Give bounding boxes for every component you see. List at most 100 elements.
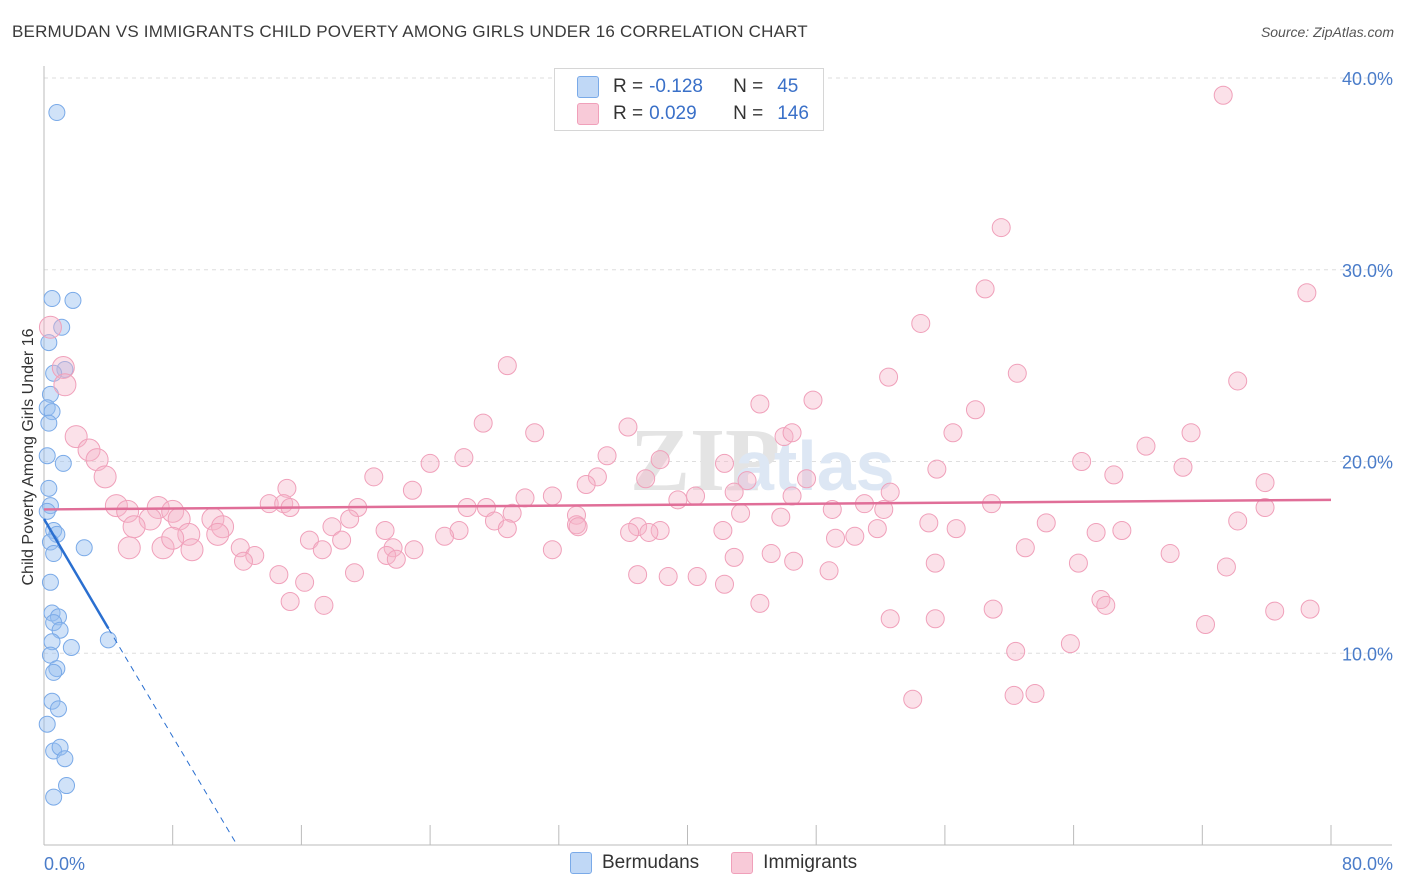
legend-item-bermudans[interactable]: Bermudans [570, 852, 699, 874]
r-value: 0.029 [649, 103, 697, 124]
data-point [1060, 634, 1080, 654]
data-point [364, 467, 384, 487]
data-point [435, 526, 455, 546]
data-point [51, 621, 69, 639]
data-point [64, 291, 82, 309]
n-label: N = [733, 76, 764, 97]
data-point [48, 104, 66, 122]
watermark-atlas: atlas [735, 427, 895, 505]
data-point [1096, 595, 1116, 615]
immigrants-trend-line [43, 498, 1332, 511]
legend-label: Bermudans [602, 852, 700, 873]
data-point [782, 486, 802, 506]
n-value: 45 [777, 76, 799, 97]
data-point [299, 530, 319, 550]
data-point [991, 218, 1011, 238]
data-point [38, 447, 56, 465]
data-point [724, 547, 744, 567]
data-point [750, 593, 770, 613]
y-axis-label: Child Poverty Among Girls Under 16 [20, 328, 37, 585]
trend-lines [42, 498, 1332, 846]
legend-label: Immigrants [763, 852, 858, 873]
data-point [542, 540, 562, 560]
data-point [40, 334, 58, 352]
data-point [473, 413, 493, 433]
data-point [454, 448, 474, 468]
data-point [1015, 538, 1035, 558]
data-point [542, 486, 562, 506]
data-point [54, 454, 72, 472]
data-point [782, 423, 802, 443]
data-point [761, 544, 781, 564]
data-point [314, 595, 334, 615]
series-legend: Bermudans Immigrants [570, 852, 889, 874]
x-tick-label: 0.0% [44, 854, 85, 874]
data-point [1036, 513, 1056, 533]
data-point [620, 522, 640, 542]
data-point [919, 513, 939, 533]
data-point [1136, 436, 1156, 456]
data-point [51, 356, 75, 380]
data-point [62, 638, 80, 656]
data-point [85, 448, 109, 472]
y-tick-label: 40.0% [1342, 69, 1393, 89]
data-point [1255, 473, 1275, 493]
stats-legend: R = -0.128 N = 45 R = 0.029 N = 146 [554, 68, 824, 131]
tick-labels: 10.0% 20.0% 30.0% 40.0% 0.0% 80.0% [44, 69, 1393, 874]
data-point [826, 528, 846, 548]
data-point [750, 394, 770, 414]
data-point [982, 494, 1002, 514]
legend-item-immigrants[interactable]: Immigrants [731, 852, 857, 874]
data-point [771, 507, 791, 527]
immigrants-swatch [577, 103, 599, 125]
data-point [715, 453, 735, 473]
data-point [1173, 457, 1193, 477]
data-point [43, 633, 61, 651]
data-point [731, 503, 751, 523]
y-tick-label: 20.0% [1342, 453, 1393, 473]
data-point [41, 573, 59, 591]
data-point [1228, 371, 1248, 391]
data-point [1196, 614, 1216, 634]
data-point [713, 521, 733, 541]
bermudans-points [38, 104, 117, 806]
data-point [1086, 522, 1106, 542]
data-point [1112, 521, 1132, 541]
data-point [43, 290, 61, 308]
data-point [668, 490, 688, 510]
data-point [502, 503, 522, 523]
data-point [245, 545, 265, 565]
data-point [911, 313, 931, 333]
data-point [845, 526, 865, 546]
data-point [340, 509, 360, 529]
data-point [1228, 511, 1248, 531]
data-point [322, 517, 342, 537]
data-point [1072, 452, 1092, 471]
data-point [1297, 283, 1317, 303]
data-point [117, 536, 141, 560]
data-point [880, 609, 900, 629]
data-point [77, 438, 101, 462]
data-point [1004, 685, 1024, 705]
data-point [41, 385, 59, 403]
data-point [180, 538, 204, 562]
data-point [525, 423, 545, 443]
data-point [40, 414, 58, 432]
data-point [45, 788, 63, 806]
grid-lines [44, 77, 1392, 654]
data-point [344, 563, 364, 583]
data-point [56, 750, 74, 768]
data-point [983, 599, 1003, 619]
data-point [1300, 599, 1320, 619]
immigrants-swatch [731, 852, 754, 874]
data-point [737, 471, 757, 491]
data-point [724, 482, 744, 502]
data-point [404, 540, 424, 560]
y-tick-label: 30.0% [1342, 261, 1393, 281]
data-point [965, 400, 985, 420]
data-point [879, 367, 899, 387]
data-point [597, 446, 617, 466]
data-point [277, 478, 297, 498]
data-point [377, 545, 397, 565]
